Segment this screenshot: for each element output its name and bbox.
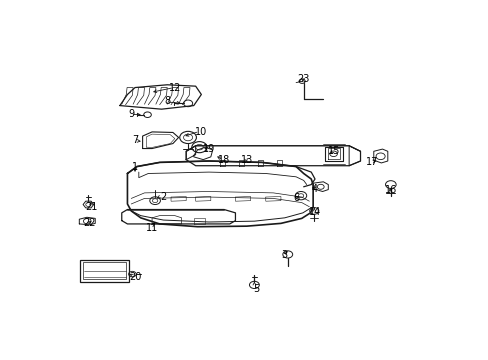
Text: 7: 7	[132, 135, 138, 145]
Text: 17: 17	[365, 157, 377, 167]
Text: 9: 9	[128, 109, 134, 119]
Bar	[83, 262, 126, 279]
Text: 6: 6	[292, 193, 299, 203]
Text: 15: 15	[327, 146, 340, 156]
Text: 13: 13	[240, 155, 252, 165]
Text: 12: 12	[168, 82, 181, 93]
Text: 20: 20	[128, 273, 141, 283]
Text: 14: 14	[308, 207, 321, 217]
Text: 1: 1	[132, 162, 138, 172]
Text: 5: 5	[253, 284, 259, 293]
Text: 4: 4	[311, 184, 318, 194]
Text: 23: 23	[297, 74, 309, 84]
Text: 8: 8	[164, 96, 170, 107]
Text: 10: 10	[195, 127, 207, 137]
Text: 22: 22	[83, 219, 96, 228]
Text: 11: 11	[145, 222, 158, 233]
Bar	[80, 260, 129, 282]
Text: 18: 18	[218, 155, 230, 165]
Text: 19: 19	[203, 144, 215, 153]
Text: 21: 21	[85, 202, 98, 212]
Text: 16: 16	[384, 185, 396, 195]
Text: 2: 2	[160, 192, 166, 202]
Text: 3: 3	[281, 250, 287, 260]
